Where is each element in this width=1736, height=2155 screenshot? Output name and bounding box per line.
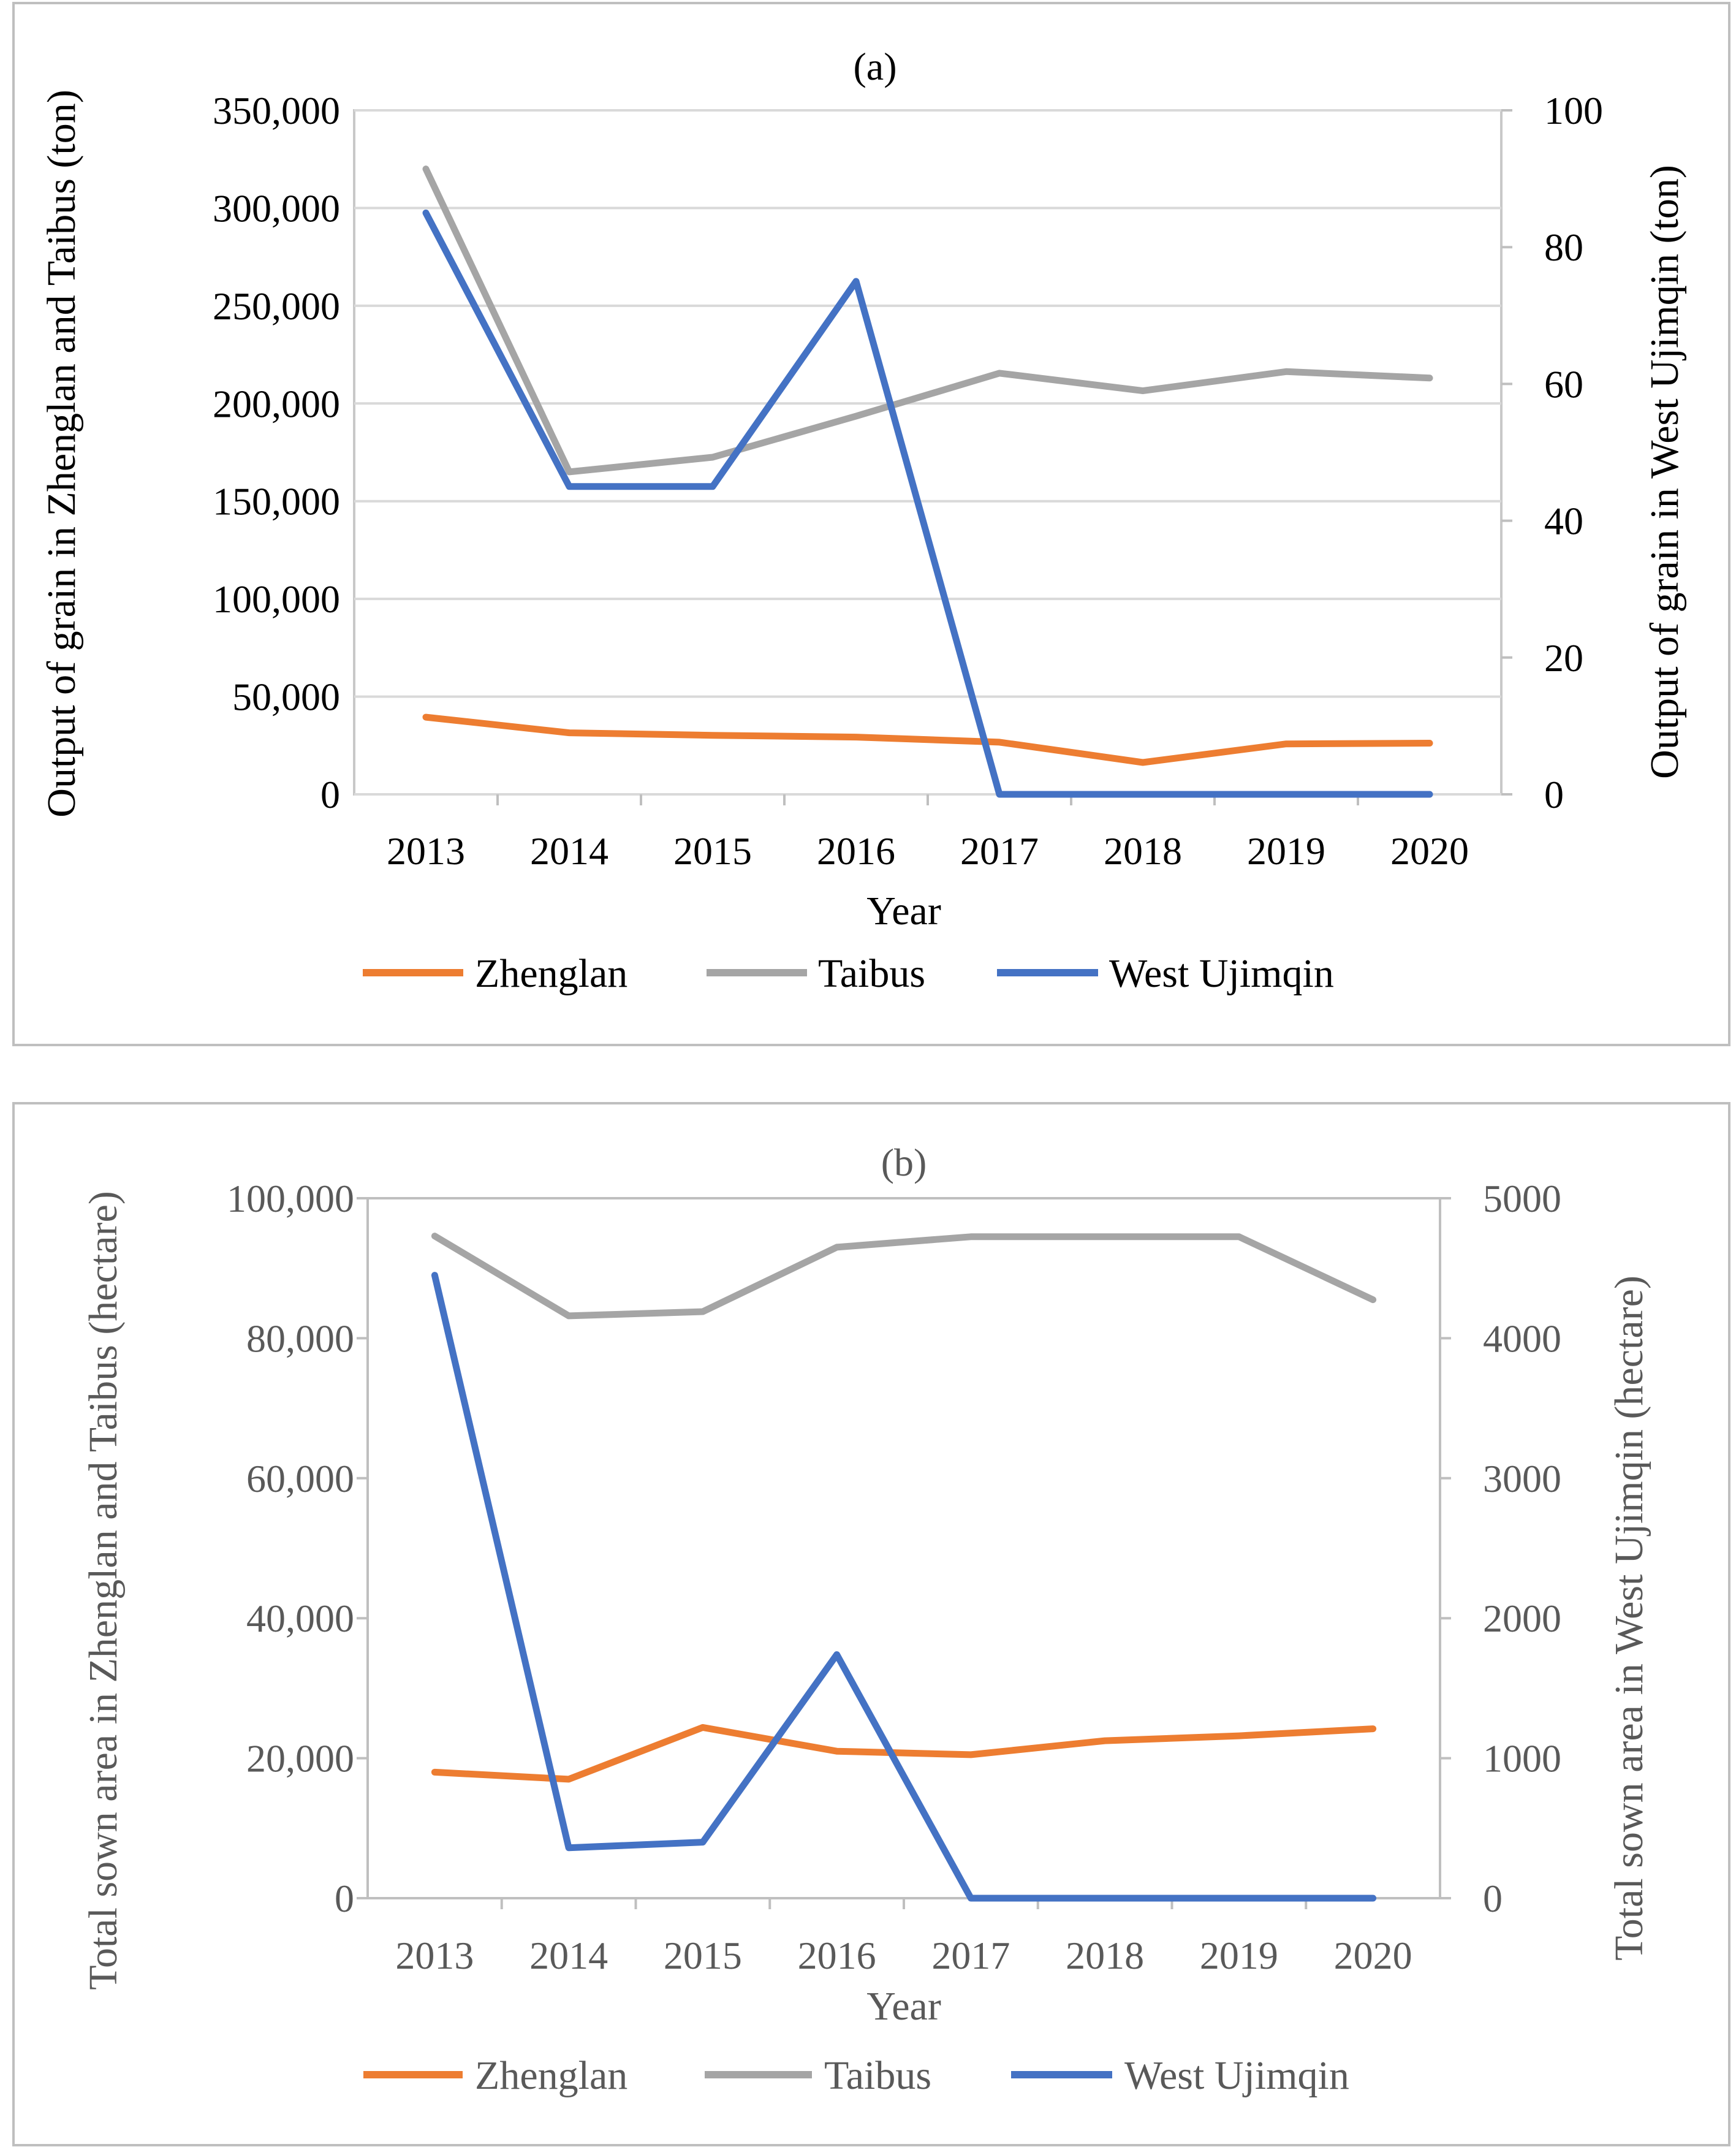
x-tick-label-2019: 2019 (1247, 829, 1325, 873)
right-tick-label-0: 0 (1483, 1877, 1503, 1920)
left-tick-label-60-000: 60,000 (246, 1457, 354, 1500)
left-tick-label-0: 0 (335, 1877, 354, 1920)
panel-b-right-tick-labels: 0 1000 2000 3000 4000 5000 (1483, 1177, 1561, 1920)
right-tick-label-20: 20 (1544, 636, 1583, 680)
x-tick-label-2018: 2018 (1066, 1934, 1144, 1977)
panel-a-right-tick-labels: 0 20 40 60 80 100 (1544, 89, 1603, 816)
chart-panel-b: 0 20,000 40,000 60,000 80,000 100,000 0 1000 20… (12, 1102, 1730, 2146)
panel-b-x-axis-title: Year (866, 1984, 941, 2029)
right-tick-label-1000: 1000 (1483, 1737, 1561, 1781)
legend-item-west-ujimqin: West Ujimqin (1011, 2053, 1349, 2098)
panel-a-series-lines (422, 165, 1433, 798)
x-tick-label-2017: 2017 (931, 1934, 1010, 1977)
panel-b-title: (b) (881, 1141, 927, 1184)
x-tick-label-2016: 2016 (817, 829, 895, 873)
legend-item-zhenglan: Zhenglan (363, 951, 627, 996)
right-tick-label-80: 80 (1544, 226, 1583, 269)
right-tick-label-60: 60 (1544, 362, 1583, 406)
left-tick-label-20-000: 20,000 (246, 1737, 354, 1781)
legend-label-taibus: Taibus (824, 2053, 931, 2098)
legend-item-taibus: Taibus (705, 2053, 931, 2098)
series-line-west-ujimqin (422, 209, 1433, 798)
panel-a-frame (12, 2, 1730, 1046)
left-tick-label-250-000: 250,000 (213, 284, 340, 328)
legend-item-west-ujimqin: West Ujimqin (997, 951, 1334, 996)
legend-label-taibus: Taibus (818, 951, 925, 996)
right-tick-label-5000: 5000 (1483, 1177, 1561, 1220)
left-tick-label-100-000: 100,000 (227, 1177, 354, 1220)
left-tick-label-0: 0 (320, 773, 340, 816)
panel-a-y-axis-title-right: Output of grain in West Ujimqin (ton) (1642, 165, 1687, 779)
x-tick-label-2020: 2020 (1390, 829, 1469, 873)
legend-label-west-ujimqin: West Ujimqin (1109, 951, 1334, 996)
x-tick-label-2013: 2013 (387, 829, 465, 873)
left-tick-label-200-000: 200,000 (213, 382, 340, 425)
left-tick-label-50-000: 50,000 (232, 675, 340, 719)
legend-label-zhenglan: Zhenglan (475, 951, 627, 996)
x-tick-label-2015: 2015 (673, 829, 752, 873)
x-tick-label-2018: 2018 (1104, 829, 1182, 873)
x-tick-label-2015: 2015 (664, 1934, 742, 1977)
panel-b-x-tick-labels: 2013 2014 2015 2016 2017 2018 2019 2020 (395, 1934, 1412, 1977)
left-tick-label-80-000: 80,000 (246, 1317, 354, 1360)
right-tick-label-3000: 3000 (1483, 1457, 1561, 1500)
panel-b-gridlines (357, 1197, 1451, 1899)
chart-panel-a: 0 50,000 100,000 150,000 200,000 250,000 300,0… (12, 2, 1730, 1046)
panel-a-x-tick-labels: 2013 2014 2015 2016 2017 2018 2019 2020 (387, 829, 1469, 873)
x-tick-label-2017: 2017 (960, 829, 1039, 873)
panel-a-x-axis-title: Year (866, 889, 941, 933)
series-line-taibus (422, 165, 1433, 476)
panel-b-left-tick-labels: 0 20,000 40,000 60,000 80,000 100,000 (227, 1177, 354, 1920)
left-tick-label-40-000: 40,000 (246, 1597, 354, 1640)
left-tick-label-150-000: 150,000 (213, 480, 340, 523)
panel-a-y-axis-title-left: Output of grain in Zhenglan and Taibus (… (39, 89, 84, 817)
x-tick-label-2016: 2016 (798, 1934, 876, 1977)
legend-item-taibus: Taibus (707, 951, 925, 996)
right-tick-label-4000: 4000 (1483, 1317, 1561, 1360)
right-tick-label-100: 100 (1544, 89, 1603, 132)
x-tick-label-2014: 2014 (530, 829, 608, 873)
x-tick-label-2019: 2019 (1200, 1934, 1278, 1977)
x-tick-label-2020: 2020 (1334, 1934, 1412, 1977)
panel-a-left-tick-labels: 0 50,000 100,000 150,000 200,000 250,000 300,0… (213, 89, 340, 816)
panel-b-y-axis-title-left: Total sown area in Zhenglan and Taibus (… (81, 1191, 126, 1990)
series-line-zhenglan (431, 1724, 1377, 1783)
left-tick-label-350-000: 350,000 (213, 89, 340, 132)
left-tick-label-300-000: 300,000 (213, 186, 340, 230)
legend-item-zhenglan: Zhenglan (363, 2053, 627, 2098)
panel-b-y-axis-title-right: Total sown area in West Ujimqin (hectare… (1607, 1275, 1651, 1961)
panel-a-title: (a) (853, 45, 896, 88)
series-line-zhenglan (422, 713, 1433, 766)
left-tick-label-100-000: 100,000 (213, 577, 340, 621)
right-tick-label-0: 0 (1544, 773, 1564, 816)
panel-a-legend: Zhenglan Taibus West Ujimqin (363, 951, 1334, 996)
x-tick-label-2014: 2014 (529, 1934, 608, 1977)
right-tick-label-40: 40 (1544, 500, 1583, 543)
panel-b-x-tick-marks (500, 1898, 1308, 1909)
series-line-west-ujimqin (431, 1272, 1377, 1902)
legend-label-west-ujimqin: West Ujimqin (1124, 2053, 1349, 2098)
right-tick-label-2000: 2000 (1483, 1597, 1561, 1640)
panel-b-frame (12, 1102, 1730, 2146)
legend-label-zhenglan: Zhenglan (475, 2053, 627, 2098)
x-tick-label-2013: 2013 (395, 1934, 474, 1977)
panel-b-legend: Zhenglan Taibus West Ujimqin (363, 2053, 1349, 2098)
series-line-taibus (431, 1233, 1377, 1320)
panel-b-series-lines (431, 1233, 1377, 1902)
